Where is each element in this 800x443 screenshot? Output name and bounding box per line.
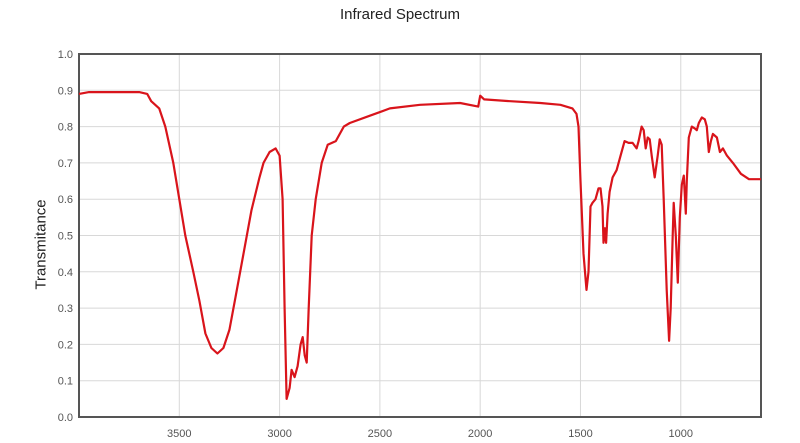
y-tick-label: 0.8 bbox=[58, 122, 73, 134]
y-tick-label: 0.1 bbox=[58, 376, 73, 388]
x-tick-label: 2500 bbox=[368, 428, 392, 440]
chart-title: Infrared Spectrum bbox=[339, 6, 461, 23]
plot-frame bbox=[78, 53, 762, 418]
y-tick-label: 0.9 bbox=[58, 85, 73, 97]
y-tick-label: 0.2 bbox=[58, 339, 73, 351]
x-tick-label: 1500 bbox=[568, 428, 592, 440]
y-tick-label: 0.3 bbox=[58, 303, 73, 315]
y-tick-label: 0.0 bbox=[58, 412, 73, 424]
y-tick-label: 0.4 bbox=[58, 267, 73, 279]
y-tick-label: 0.5 bbox=[58, 231, 73, 243]
spectrum-line bbox=[78, 91, 761, 400]
x-tick-label: 2000 bbox=[468, 428, 492, 440]
y-tick-label: 0.6 bbox=[58, 194, 73, 206]
x-tick-label: 3500 bbox=[167, 428, 191, 440]
y-tick-label: 0.7 bbox=[58, 158, 73, 170]
y-tick-label: 1.0 bbox=[58, 49, 73, 61]
x-tick-label: 3000 bbox=[267, 428, 291, 440]
x-tick-label: 1000 bbox=[669, 428, 693, 440]
